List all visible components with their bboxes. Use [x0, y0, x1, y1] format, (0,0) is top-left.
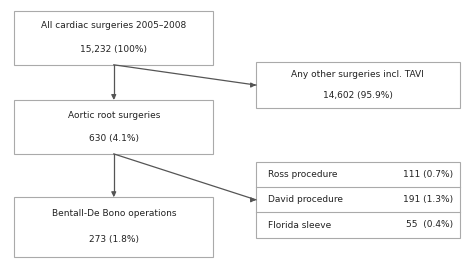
Text: All cardiac surgeries 2005–2008: All cardiac surgeries 2005–2008: [41, 21, 186, 31]
Text: 273 (1.8%): 273 (1.8%): [89, 235, 139, 244]
Text: 15,232 (100%): 15,232 (100%): [80, 45, 147, 54]
FancyBboxPatch shape: [14, 100, 213, 154]
FancyBboxPatch shape: [14, 11, 213, 65]
Text: Florida sleeve: Florida sleeve: [268, 221, 331, 229]
Text: Aortic root surgeries: Aortic root surgeries: [68, 110, 160, 120]
FancyBboxPatch shape: [14, 197, 213, 256]
FancyBboxPatch shape: [256, 62, 460, 108]
Text: 191 (1.3%): 191 (1.3%): [402, 195, 453, 204]
Text: 14,602 (95.9%): 14,602 (95.9%): [323, 91, 393, 100]
Text: Any other surgeries incl. TAVI: Any other surgeries incl. TAVI: [292, 70, 424, 79]
Text: Ross procedure: Ross procedure: [268, 170, 337, 179]
Text: 630 (4.1%): 630 (4.1%): [89, 134, 139, 143]
Text: 55  (0.4%): 55 (0.4%): [406, 221, 453, 229]
Text: 111 (0.7%): 111 (0.7%): [402, 170, 453, 179]
Text: David procedure: David procedure: [268, 195, 343, 204]
Text: Bentall-De Bono operations: Bentall-De Bono operations: [52, 209, 176, 218]
FancyBboxPatch shape: [256, 162, 460, 238]
